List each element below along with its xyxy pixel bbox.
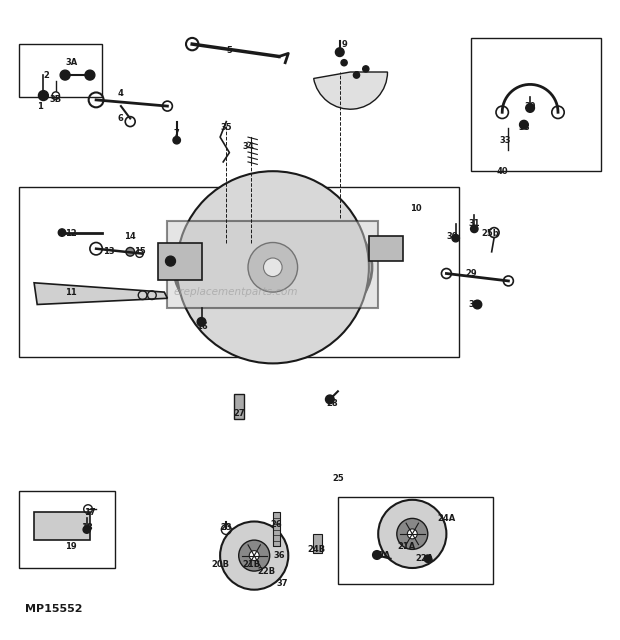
Bar xyxy=(19,44,102,97)
Text: 40: 40 xyxy=(497,166,508,176)
Text: 36: 36 xyxy=(273,551,285,560)
Circle shape xyxy=(38,91,48,100)
Circle shape xyxy=(239,540,270,571)
Circle shape xyxy=(353,72,360,78)
Polygon shape xyxy=(167,221,378,308)
Text: 8: 8 xyxy=(353,70,360,79)
Text: 21A: 21A xyxy=(397,542,415,551)
Text: 16: 16 xyxy=(196,322,207,331)
Circle shape xyxy=(520,120,528,129)
Text: 23: 23 xyxy=(221,524,232,532)
Circle shape xyxy=(249,550,259,561)
Circle shape xyxy=(264,258,282,276)
Text: 25b: 25b xyxy=(481,228,498,237)
Circle shape xyxy=(378,500,446,568)
Text: 3B: 3B xyxy=(50,95,62,104)
Text: 20A: 20A xyxy=(372,551,391,560)
Circle shape xyxy=(363,66,369,72)
Circle shape xyxy=(424,555,432,563)
Text: 18: 18 xyxy=(81,524,92,532)
Text: 33: 33 xyxy=(500,136,511,145)
Text: 22B: 22B xyxy=(257,566,276,575)
Bar xyxy=(34,512,90,540)
Circle shape xyxy=(166,256,175,266)
Circle shape xyxy=(248,243,298,292)
Text: 29: 29 xyxy=(466,269,477,278)
Bar xyxy=(471,38,601,171)
Circle shape xyxy=(85,70,95,80)
Bar xyxy=(19,490,115,568)
Text: 12: 12 xyxy=(66,228,77,237)
Circle shape xyxy=(173,136,180,144)
Text: 27: 27 xyxy=(233,408,244,417)
Text: 9: 9 xyxy=(341,40,347,49)
Text: 3A: 3A xyxy=(65,58,78,67)
Text: 28: 28 xyxy=(326,399,337,408)
Text: 32: 32 xyxy=(469,300,480,309)
Text: 35: 35 xyxy=(221,124,232,132)
Circle shape xyxy=(60,70,70,80)
Text: 17: 17 xyxy=(84,508,95,516)
Text: 15: 15 xyxy=(134,247,145,256)
Circle shape xyxy=(373,550,381,559)
Circle shape xyxy=(58,229,66,236)
Circle shape xyxy=(473,300,482,309)
Text: 24A: 24A xyxy=(437,514,456,523)
Circle shape xyxy=(407,529,417,539)
Circle shape xyxy=(83,526,91,533)
Text: 34: 34 xyxy=(242,142,254,151)
Bar xyxy=(369,236,403,261)
Polygon shape xyxy=(34,283,167,305)
Text: 11: 11 xyxy=(66,287,77,296)
Circle shape xyxy=(335,48,344,56)
Text: 24B: 24B xyxy=(307,545,326,554)
Text: 30: 30 xyxy=(447,232,458,241)
Text: 2: 2 xyxy=(43,70,50,79)
Wedge shape xyxy=(314,72,388,109)
Text: 25: 25 xyxy=(332,474,343,483)
Text: 38: 38 xyxy=(518,124,529,132)
Text: 14: 14 xyxy=(125,232,136,241)
Text: 20B: 20B xyxy=(211,561,229,570)
Bar xyxy=(313,534,322,552)
Text: 5: 5 xyxy=(226,46,232,55)
Text: 7: 7 xyxy=(174,129,180,138)
Bar xyxy=(273,512,280,547)
Circle shape xyxy=(397,518,428,549)
Text: 10: 10 xyxy=(410,204,421,213)
Circle shape xyxy=(126,248,135,256)
Text: 39: 39 xyxy=(525,102,536,111)
Text: 13: 13 xyxy=(103,247,114,256)
Text: 37: 37 xyxy=(277,579,288,588)
Text: 6: 6 xyxy=(118,114,124,123)
Text: 19: 19 xyxy=(66,542,77,551)
Wedge shape xyxy=(177,171,369,364)
Bar xyxy=(234,394,244,419)
Text: 26: 26 xyxy=(270,520,281,529)
Text: 4: 4 xyxy=(118,89,124,98)
Circle shape xyxy=(526,104,534,112)
Circle shape xyxy=(326,395,334,404)
Text: 1: 1 xyxy=(37,102,43,111)
Circle shape xyxy=(452,234,459,242)
Bar xyxy=(158,243,202,280)
Text: MP15552: MP15552 xyxy=(25,605,82,614)
Bar xyxy=(338,497,493,584)
Circle shape xyxy=(471,225,478,232)
Text: ereplacementparts.com: ereplacementparts.com xyxy=(174,287,298,297)
Circle shape xyxy=(197,317,206,326)
Circle shape xyxy=(341,60,347,66)
Circle shape xyxy=(220,522,288,589)
Text: 21B: 21B xyxy=(242,561,260,570)
Text: 31: 31 xyxy=(469,220,480,228)
Text: 22A: 22A xyxy=(415,554,434,563)
Bar xyxy=(19,187,459,357)
